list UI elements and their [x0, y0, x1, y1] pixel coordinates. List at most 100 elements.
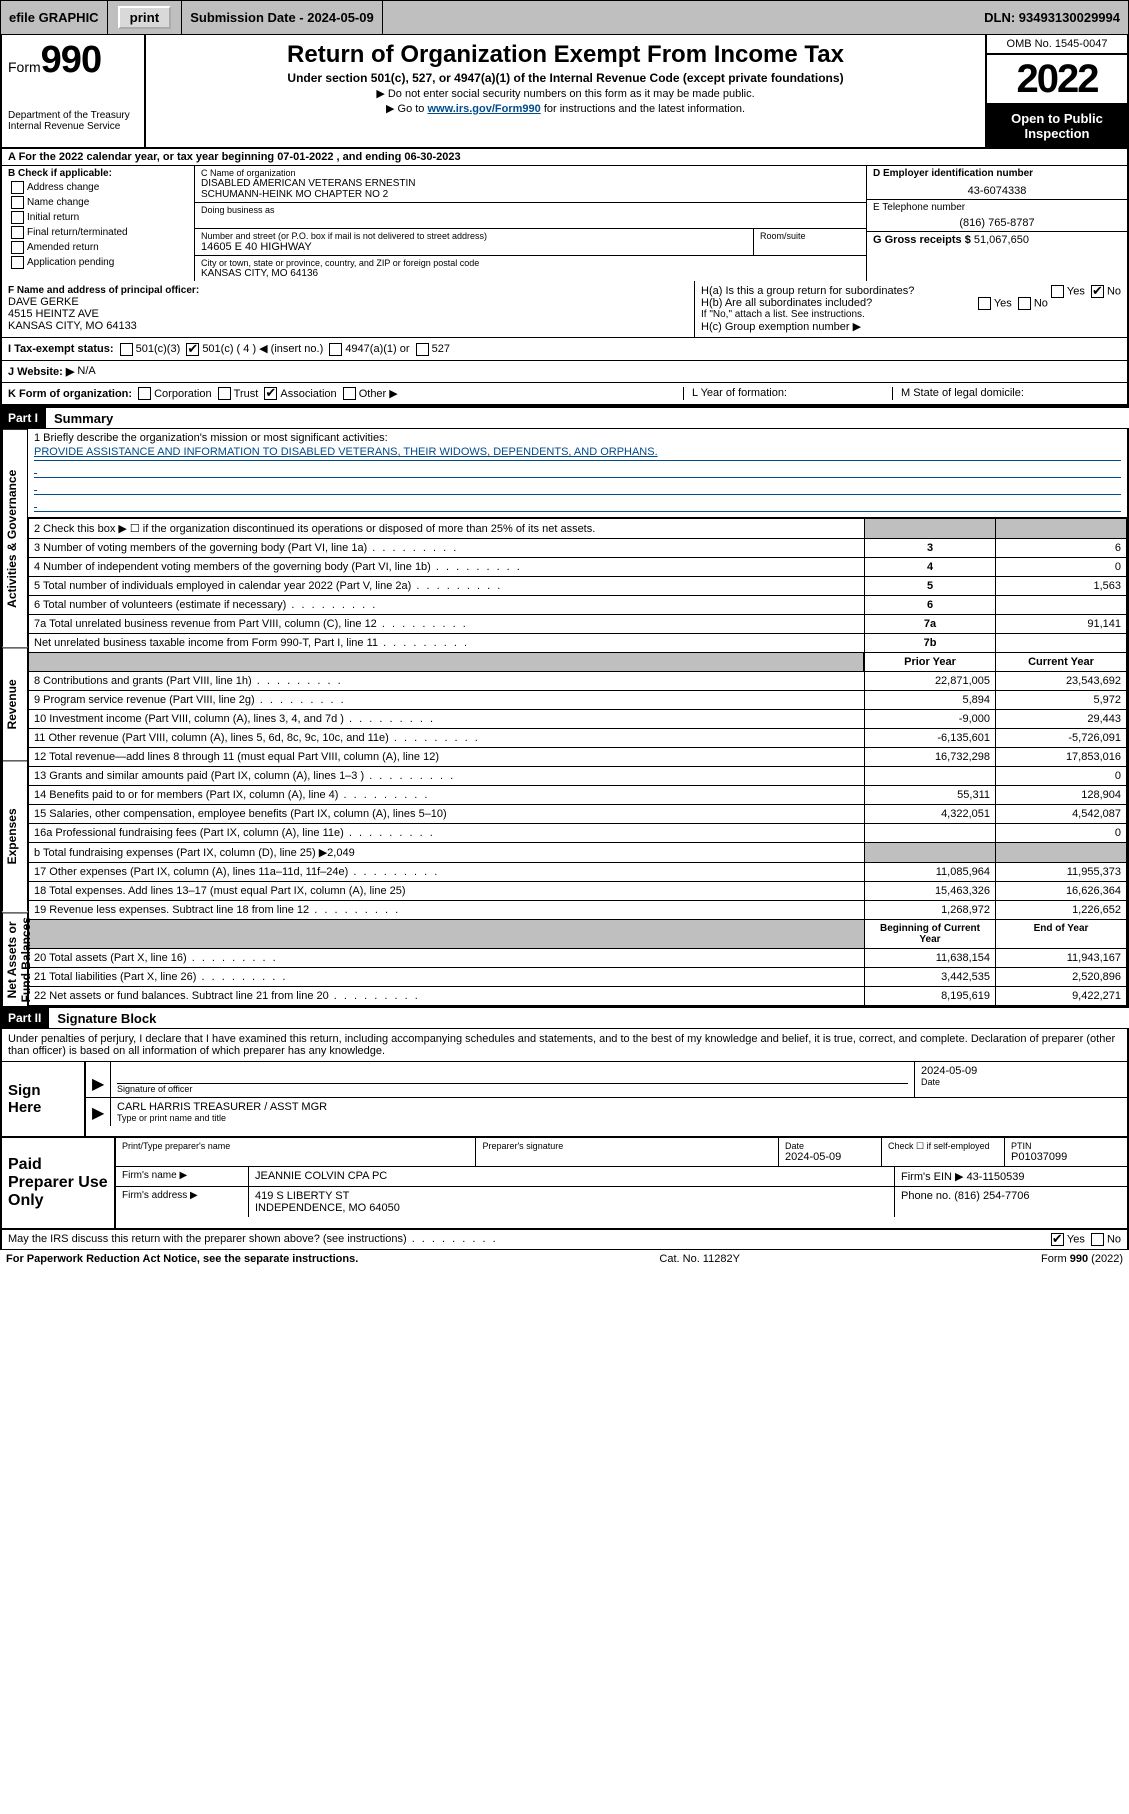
vlabel-netassets: Net Assets orFund Balances — [2, 912, 28, 1006]
website-value: N/A — [77, 365, 95, 378]
line-8: 8 Contributions and grants (Part VIII, l… — [29, 672, 865, 691]
line-15: 15 Salaries, other compensation, employe… — [29, 805, 865, 824]
part1-header: Part I — [0, 408, 46, 428]
form-label: Form — [8, 59, 41, 75]
efile-label: efile GRAPHIC — [1, 1, 108, 34]
page-footer: For Paperwork Reduction Act Notice, see … — [0, 1250, 1129, 1268]
print-button[interactable]: print — [118, 6, 172, 29]
prep-selfemp[interactable]: Check ☐ if self-employed — [882, 1138, 1005, 1166]
mission-box: 1 Briefly describe the organization's mi… — [28, 429, 1127, 518]
main-title: Return of Organization Exempt From Incom… — [150, 41, 981, 69]
ha-no-check[interactable] — [1091, 285, 1104, 298]
dba-label: Doing business as — [201, 205, 860, 215]
i-501c-check[interactable] — [186, 343, 199, 356]
addr-label: Number and street (or P.O. box if mail i… — [201, 231, 747, 241]
ha-yes-check[interactable] — [1051, 285, 1064, 298]
b-opt-final-return[interactable]: Final return/terminated — [8, 226, 188, 239]
city-state-zip: KANSAS CITY, MO 64136 — [201, 268, 860, 279]
line-18: 18 Total expenses. Add lines 13–17 (must… — [29, 882, 865, 901]
line-4: 4 Number of independent voting members o… — [29, 558, 865, 577]
part2-header-row: Part II Signature Block — [0, 1008, 1129, 1029]
pra-notice: For Paperwork Reduction Act Notice, see … — [6, 1253, 358, 1265]
box-c: C Name of organization DISABLED AMERICAN… — [195, 166, 867, 281]
form-number: Form990 — [8, 39, 138, 82]
submission-date: Submission Date - 2024-05-09 — [182, 1, 383, 34]
prep-name-hdr: Print/Type preparer's name — [116, 1138, 476, 1166]
i-4947-check[interactable] — [329, 343, 342, 356]
header-center: Return of Organization Exempt From Incom… — [146, 35, 987, 147]
k-label: K Form of organization: — [8, 388, 132, 400]
k-trust-check[interactable] — [218, 387, 231, 400]
k-other-check[interactable] — [343, 387, 356, 400]
print-cell: print — [108, 1, 183, 34]
dln-label: DLN: 93493130029994 — [976, 1, 1128, 34]
b-opt-app-pending[interactable]: Application pending — [8, 256, 188, 269]
mission-text: PROVIDE ASSISTANCE AND INFORMATION TO DI… — [34, 446, 1121, 461]
gross-receipts: 51,067,650 — [974, 234, 1029, 246]
topbar-spacer — [383, 1, 976, 34]
b-title: B Check if applicable: — [8, 168, 188, 179]
line-10: 10 Investment income (Part VIII, column … — [29, 710, 865, 729]
line-14: 14 Benefits paid to or for members (Part… — [29, 786, 865, 805]
discuss-yes-check[interactable] — [1051, 1233, 1064, 1246]
i-501c3-check[interactable] — [120, 343, 133, 356]
line-19: 19 Revenue less expenses. Subtract line … — [29, 901, 865, 920]
hb-yes-check[interactable] — [978, 297, 991, 310]
summary-table-top: 2 Check this box ▶ ☐ if the organization… — [28, 518, 1127, 1006]
discuss-no-check[interactable] — [1091, 1233, 1104, 1246]
header-right: OMB No. 1545-0047 2022 Open to Public In… — [987, 35, 1127, 147]
section-fh: F Name and address of principal officer:… — [2, 281, 1127, 338]
line-16a: 16a Professional fundraising fees (Part … — [29, 824, 865, 843]
top-bar: efile GRAPHIC print Submission Date - 20… — [0, 0, 1129, 35]
b-opt-amended[interactable]: Amended return — [8, 241, 188, 254]
line-16b: b Total fundraising expenses (Part IX, c… — [29, 843, 865, 863]
prep-sig-hdr: Preparer's signature — [476, 1138, 779, 1166]
line-21: 21 Total liabilities (Part X, line 26) — [29, 968, 865, 987]
m-state-domicile: M State of legal domicile: — [892, 387, 1121, 401]
header-left: Form990 Department of the Treasury Inter… — [2, 35, 146, 147]
l-year-formation: L Year of formation: — [683, 387, 892, 401]
k-assoc-check[interactable] — [264, 387, 277, 400]
col-eoy: End of Year — [996, 920, 1127, 949]
ein-value: 43-6074338 — [873, 185, 1121, 197]
col-prior: Prior Year — [865, 653, 996, 672]
prep-ptin: PTINP01037099 — [1005, 1138, 1127, 1166]
line-11: 11 Other revenue (Part VIII, column (A),… — [29, 729, 865, 748]
vlabel-activities: Activities & Governance — [2, 429, 28, 647]
firm-name-label: Firm's name ▶ — [116, 1167, 249, 1186]
form-header: Form990 Department of the Treasury Inter… — [0, 35, 1129, 149]
sig-arrow-icon: ▶ — [86, 1062, 111, 1097]
subtitle-1: Under section 501(c), 527, or 4947(a)(1)… — [150, 71, 981, 85]
b-opt-name-change[interactable]: Name change — [8, 196, 188, 209]
line-9: 9 Program service revenue (Part VIII, li… — [29, 691, 865, 710]
b-opt-address-change[interactable]: Address change — [8, 181, 188, 194]
b-opt-initial-return[interactable]: Initial return — [8, 211, 188, 224]
part1-body: Activities & Governance Revenue Expenses… — [0, 429, 1129, 1008]
firm-ein: Firm's EIN ▶ 43-1150539 — [895, 1167, 1127, 1186]
hb-note: If "No," attach a list. See instructions… — [701, 309, 1121, 320]
dept-treasury: Department of the Treasury — [8, 110, 138, 121]
box-b: B Check if applicable: Address change Na… — [2, 166, 195, 281]
hb-no-check[interactable] — [1018, 297, 1031, 310]
firm-addr-label: Firm's address ▶ — [116, 1187, 249, 1217]
declaration-text: Under penalties of perjury, I declare th… — [2, 1029, 1127, 1062]
e-label: E Telephone number — [873, 202, 1121, 213]
city-label: City or town, state or province, country… — [201, 258, 860, 268]
line-20: 20 Total assets (Part X, line 16) — [29, 949, 865, 968]
i-527-check[interactable] — [416, 343, 429, 356]
k-corp-check[interactable] — [138, 387, 151, 400]
open-public: Open to Public Inspection — [987, 105, 1127, 147]
irs-link[interactable]: www.irs.gov/Form990 — [427, 103, 540, 115]
org-name-1: DISABLED AMERICAN VETERANS ERNESTIN — [201, 178, 860, 189]
line-22: 22 Net assets or fund balances. Subtract… — [29, 987, 865, 1006]
officer-name: DAVE GERKE — [8, 296, 688, 308]
tax-year: 2022 — [987, 55, 1127, 105]
firm-phone: Phone no. (816) 254-7706 — [895, 1187, 1127, 1217]
vlabel-expenses: Expenses — [2, 760, 28, 911]
paid-preparer-block: Paid Preparer Use Only Print/Type prepar… — [2, 1136, 1127, 1228]
col-hdr-blank — [29, 653, 864, 672]
j-label: J Website: ▶ — [8, 365, 74, 378]
line-2: 2 Check this box ▶ ☐ if the organization… — [29, 519, 865, 539]
line-12: 12 Total revenue—add lines 8 through 11 … — [29, 748, 865, 767]
signature-block: Under penalties of perjury, I declare th… — [0, 1029, 1129, 1230]
